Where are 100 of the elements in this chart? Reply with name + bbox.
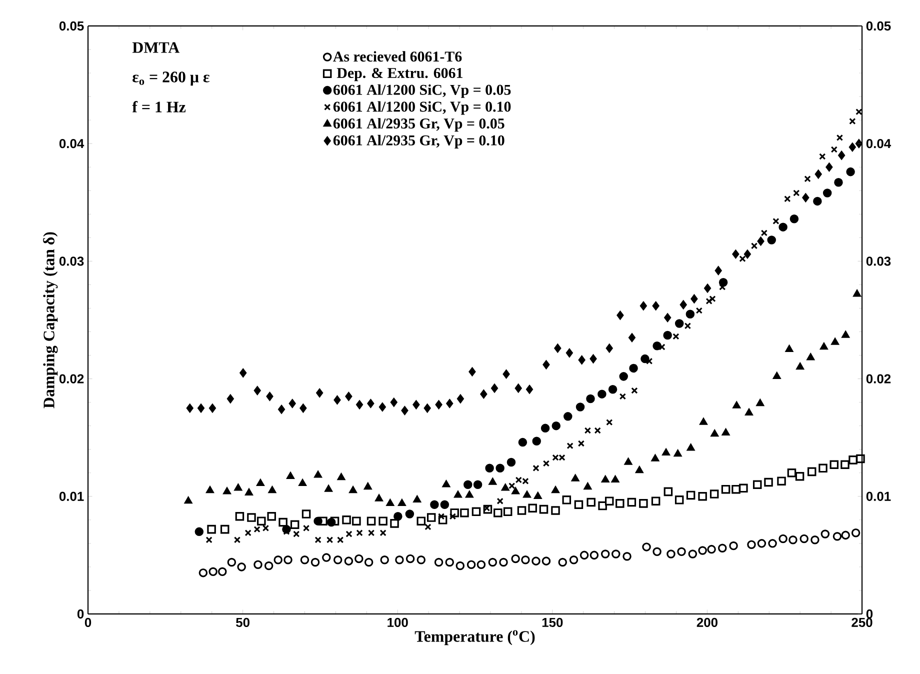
point xyxy=(454,490,462,498)
point xyxy=(274,556,282,564)
point xyxy=(604,496,614,506)
point xyxy=(686,490,696,500)
point xyxy=(240,368,247,378)
point xyxy=(806,353,815,360)
point xyxy=(342,516,351,524)
point xyxy=(278,518,288,527)
point xyxy=(426,513,436,522)
y2-tick-label: 0.01 xyxy=(866,492,891,501)
point xyxy=(756,399,764,406)
point xyxy=(314,470,322,478)
point xyxy=(488,558,498,567)
point xyxy=(830,460,839,470)
point xyxy=(838,150,846,160)
point xyxy=(412,400,420,410)
point xyxy=(578,440,585,447)
point xyxy=(686,444,695,451)
y2-tick-label: 0 xyxy=(866,609,873,619)
point xyxy=(686,310,695,318)
point xyxy=(367,399,374,408)
y2-tick-label: 0.05 xyxy=(866,21,891,31)
point xyxy=(206,486,214,494)
point xyxy=(594,427,601,434)
point xyxy=(732,250,740,259)
point xyxy=(503,507,512,516)
point xyxy=(777,476,786,486)
point xyxy=(298,479,306,486)
point xyxy=(442,480,450,488)
point xyxy=(651,496,660,506)
point xyxy=(622,552,632,561)
legend-label: As recieved 6061-T6 xyxy=(333,51,462,62)
point xyxy=(234,536,241,544)
point xyxy=(542,556,551,566)
point xyxy=(768,539,777,548)
point xyxy=(406,554,415,564)
y2-tick-label: 0.04 xyxy=(866,138,892,148)
point xyxy=(237,562,246,572)
point xyxy=(322,553,331,562)
point xyxy=(290,520,300,529)
point xyxy=(496,464,504,473)
point xyxy=(778,534,788,544)
point xyxy=(787,468,796,478)
point xyxy=(611,550,620,558)
point xyxy=(710,490,719,498)
point xyxy=(528,504,537,513)
y-tick-label: 0.05 xyxy=(59,21,84,31)
point xyxy=(278,404,285,414)
point xyxy=(345,392,352,401)
point xyxy=(254,386,261,395)
y-tick-label: 0.03 xyxy=(59,256,84,266)
point xyxy=(652,547,662,556)
point xyxy=(672,333,680,340)
point xyxy=(651,454,660,462)
point xyxy=(709,295,716,302)
point xyxy=(820,530,830,538)
point xyxy=(352,516,361,526)
point xyxy=(628,333,636,342)
y-tick-label: 0.04 xyxy=(59,138,84,148)
point xyxy=(366,516,376,526)
point xyxy=(757,539,766,548)
point xyxy=(785,345,794,352)
point xyxy=(822,188,832,198)
annotation: DMTA xyxy=(132,42,180,53)
point xyxy=(752,480,762,490)
point xyxy=(456,561,465,570)
point xyxy=(601,476,610,483)
point xyxy=(262,524,270,532)
x-tick-label: 150 xyxy=(542,618,563,628)
point xyxy=(517,506,526,515)
point xyxy=(508,482,516,490)
point xyxy=(194,527,204,536)
point xyxy=(744,250,751,259)
point xyxy=(826,162,833,172)
point xyxy=(616,310,624,320)
point xyxy=(302,524,310,532)
point xyxy=(446,399,454,408)
point xyxy=(721,484,730,494)
legend-label: 6061 Al/2935 Gr, Vp = 0.05 xyxy=(333,118,504,132)
point xyxy=(288,399,296,408)
point xyxy=(772,372,781,380)
point xyxy=(788,536,798,544)
point xyxy=(566,348,573,358)
point xyxy=(855,139,862,148)
point xyxy=(526,384,533,394)
point xyxy=(662,448,670,456)
point xyxy=(600,550,610,558)
y-tick-label: 0.02 xyxy=(59,374,84,384)
point xyxy=(652,301,660,310)
point xyxy=(336,536,344,544)
point xyxy=(802,193,810,202)
point xyxy=(532,464,540,472)
point xyxy=(764,478,773,487)
point xyxy=(700,418,708,425)
point xyxy=(314,536,322,544)
point xyxy=(532,556,540,566)
point xyxy=(639,499,648,508)
point xyxy=(636,466,644,474)
point xyxy=(440,500,450,510)
point xyxy=(398,499,406,506)
